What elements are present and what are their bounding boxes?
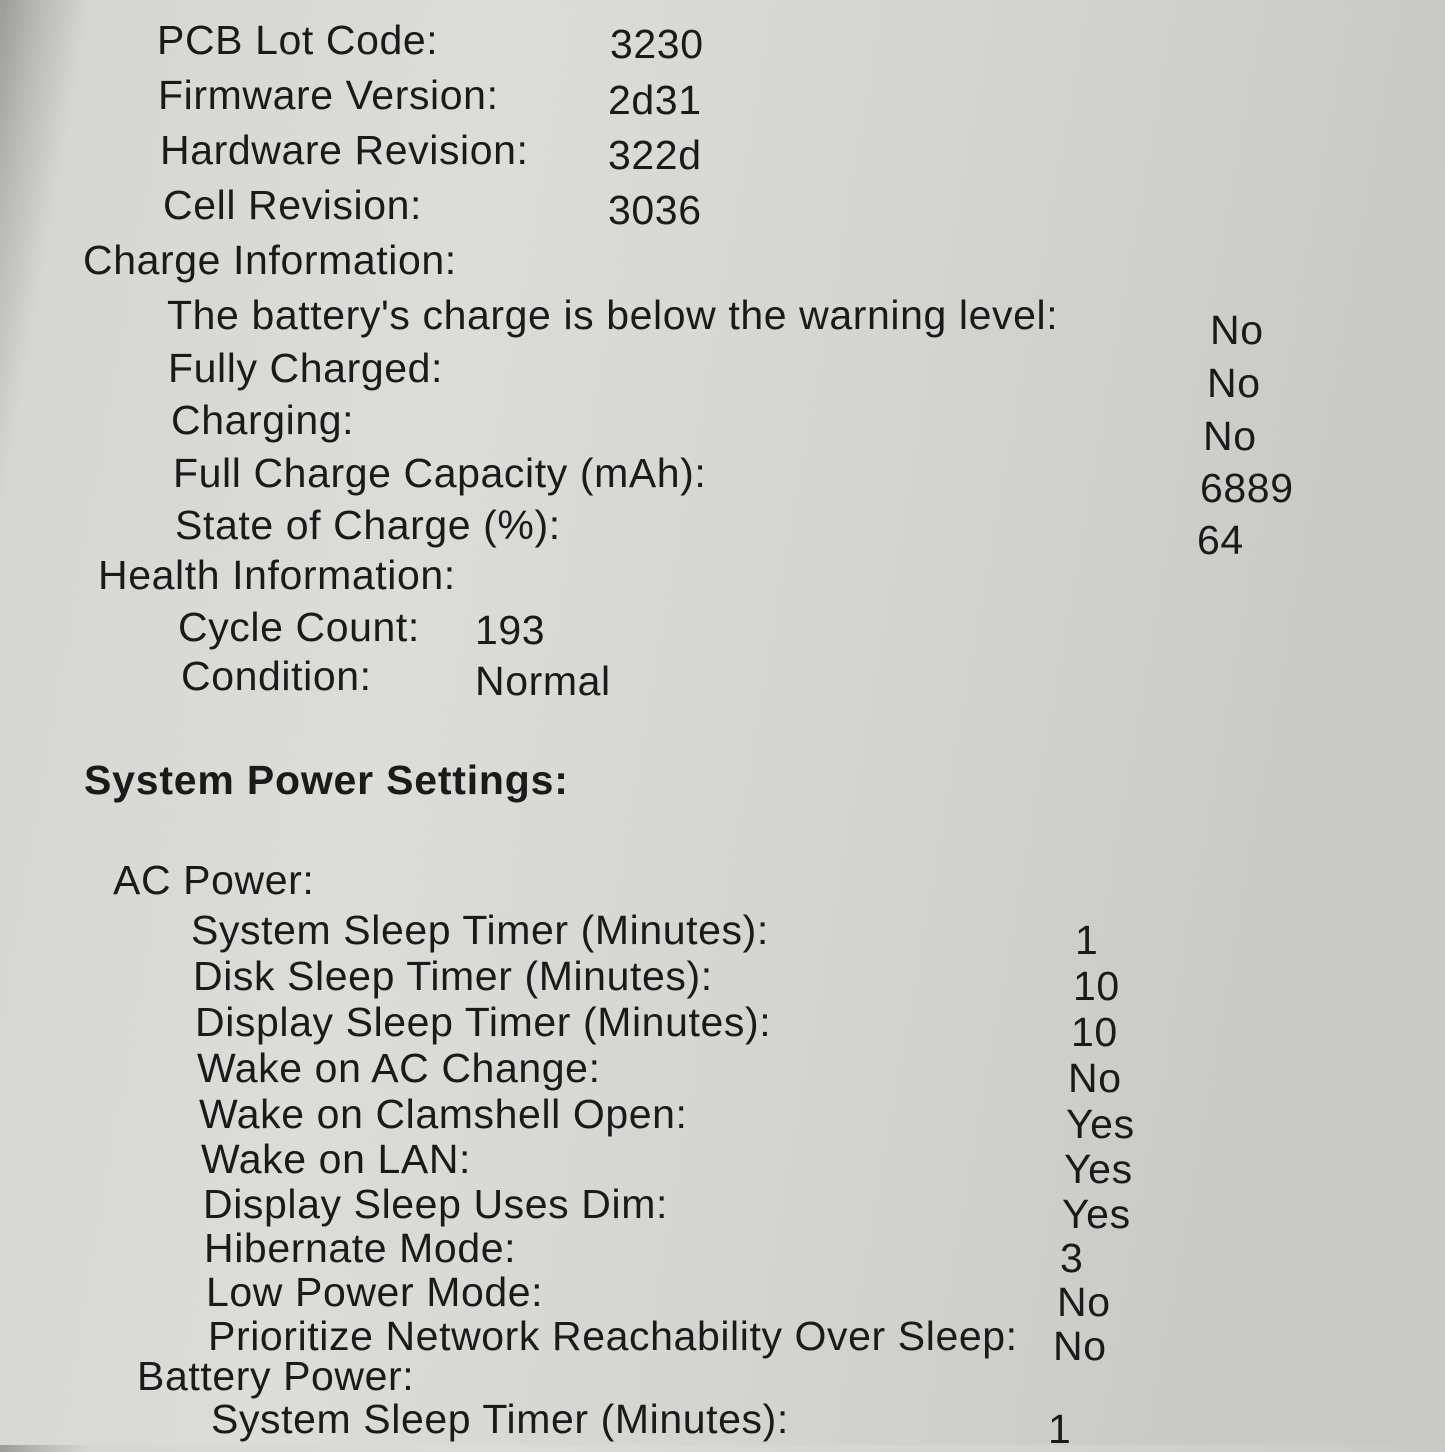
- row-value: 3230: [610, 21, 704, 67]
- row-label: Display Sleep Timer (Minutes):: [195, 999, 772, 1045]
- subsection-title: Battery Power:: [137, 1353, 415, 1399]
- row-value: No: [1057, 1279, 1111, 1325]
- section-title: Charge Information:: [83, 237, 457, 283]
- row-label: Display Sleep Uses Dim:: [203, 1181, 668, 1227]
- row-value: 1: [1075, 917, 1099, 963]
- row-value: Normal: [475, 658, 611, 704]
- section-title: System Power Settings:: [84, 757, 569, 803]
- row-label: Full Charge Capacity (mAh):: [173, 450, 707, 496]
- row-value: Yes: [1062, 1191, 1131, 1237]
- row-label: Low Power Mode:: [206, 1269, 544, 1315]
- row-label: The battery's charge is below the warnin…: [167, 292, 1059, 338]
- row-value: Yes: [1064, 1146, 1133, 1192]
- row-value: 10: [1073, 963, 1120, 1009]
- row-value: 1: [1048, 1406, 1072, 1452]
- row-label: Charging:: [171, 397, 355, 443]
- row-value: 64: [1197, 517, 1244, 563]
- row-value: 3036: [608, 187, 702, 233]
- section-title: Health Information:: [98, 552, 456, 598]
- row-label: Cell Revision:: [163, 182, 423, 228]
- row-value: No: [1207, 360, 1261, 406]
- row-label: Condition:: [181, 653, 372, 699]
- row-value: 10: [1071, 1009, 1118, 1055]
- row-label: Hibernate Mode:: [204, 1225, 517, 1271]
- subsection-title: AC Power:: [113, 857, 315, 903]
- row-value: No: [1203, 413, 1257, 459]
- row-label: System Sleep Timer (Minutes):: [191, 907, 769, 953]
- row-label: Disk Sleep Timer (Minutes):: [193, 953, 713, 999]
- row-label: Cycle Count:: [178, 604, 420, 650]
- row-label: Wake on LAN:: [201, 1136, 472, 1182]
- row-value: No: [1053, 1323, 1107, 1369]
- row-label: Wake on AC Change:: [197, 1045, 601, 1091]
- row-value: No: [1068, 1055, 1122, 1101]
- row-label: Wake on Clamshell Open:: [199, 1091, 688, 1137]
- row-value: 322d: [608, 132, 702, 178]
- row-value: Yes: [1066, 1101, 1135, 1147]
- row-label: Hardware Revision:: [160, 127, 529, 173]
- row-label: Fully Charged:: [168, 345, 444, 391]
- row-value: 6889: [1200, 465, 1294, 511]
- row-value: 193: [475, 607, 546, 653]
- row-label: Firmware Version:: [158, 72, 499, 118]
- row-label: PCB Lot Code:: [157, 17, 439, 63]
- row-value: 3: [1060, 1235, 1084, 1281]
- row-value: No: [1210, 307, 1264, 353]
- row-label: System Sleep Timer (Minutes):: [211, 1396, 789, 1442]
- row-label: Prioritize Network Reachability Over Sle…: [208, 1313, 1018, 1359]
- row-value: 2d31: [608, 77, 702, 123]
- row-label: State of Charge (%):: [175, 502, 561, 548]
